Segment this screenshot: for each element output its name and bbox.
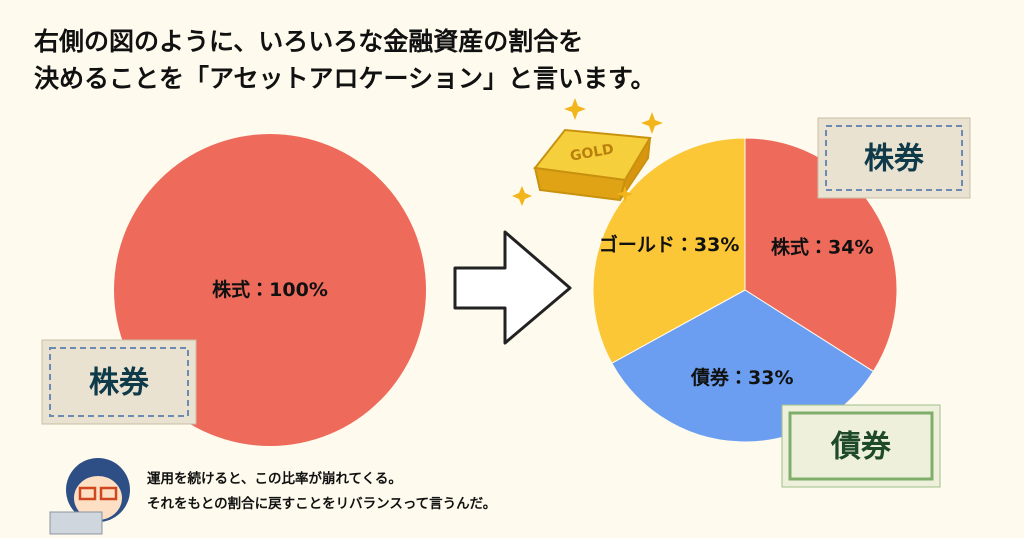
title-line: 決めることを「アセットアロケーション」と言います。 xyxy=(34,64,656,93)
certificate-border xyxy=(49,347,189,417)
label-separator: ： xyxy=(675,234,694,256)
certificate-label: 株券 xyxy=(864,142,924,177)
certificate-paper xyxy=(781,404,941,488)
certificate-label: 債券 xyxy=(830,430,891,465)
caption-line: 運用を続けると、この比率が崩れてくる。 xyxy=(147,470,402,487)
pie-label: 株式：34% xyxy=(771,235,874,258)
label-separator: ： xyxy=(809,236,828,258)
title-line: 右側の図のように、いろいろな金融資産の割合を xyxy=(34,27,583,56)
caption-line: それをもとの割合に戻すことをリバランスって言うんだ。 xyxy=(147,495,496,512)
stock-certificate: 株券 xyxy=(41,339,197,425)
glasses xyxy=(99,486,118,501)
gold-bar: GOLD xyxy=(512,98,663,206)
glasses xyxy=(78,486,97,501)
certificate-paper xyxy=(817,117,971,199)
value-label: 34% xyxy=(828,236,873,258)
character xyxy=(49,458,130,535)
pie-label: 株式：100% xyxy=(212,278,328,301)
gold-label: GOLD xyxy=(569,141,615,164)
sparkles xyxy=(512,98,663,206)
certificate-paper xyxy=(41,339,197,425)
category-label: ゴールド xyxy=(599,233,675,256)
pie-label: 債券：33% xyxy=(690,366,794,389)
value-label: 33% xyxy=(748,367,793,389)
arrow xyxy=(453,230,572,345)
pie-slice xyxy=(611,289,875,443)
label-separator: ： xyxy=(250,279,269,301)
pie-label: ゴールド：33% xyxy=(599,233,740,256)
value-label: 100% xyxy=(269,279,328,301)
certificate-border xyxy=(788,411,934,481)
label-separator: ： xyxy=(729,367,748,389)
value-label: 33% xyxy=(694,234,739,256)
category-label: 株式 xyxy=(212,278,250,301)
bond-certificate: 債券 xyxy=(781,404,941,488)
stock-certificate: 株券 xyxy=(817,117,971,199)
category-label: 債券 xyxy=(690,366,730,389)
laptop xyxy=(49,511,103,535)
certificate-label: 株券 xyxy=(89,366,149,401)
category-label: 株式 xyxy=(771,235,809,258)
